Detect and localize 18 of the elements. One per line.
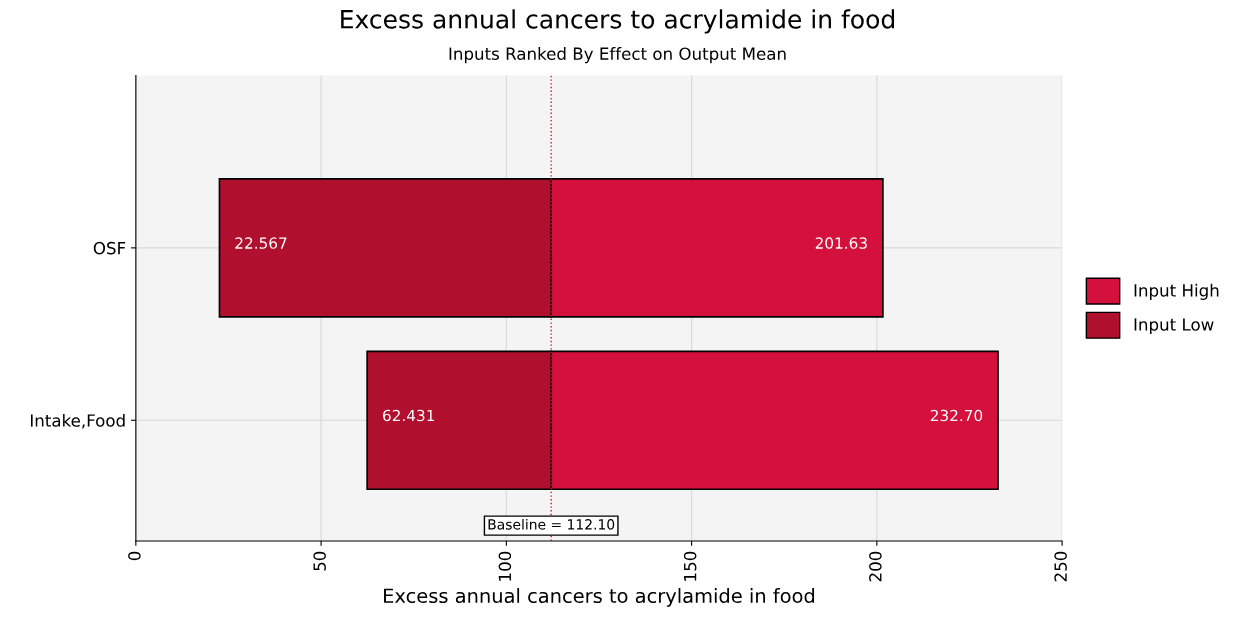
legend-label: Input Low — [1134, 318, 1214, 335]
legend-label: Input High — [1134, 283, 1219, 300]
chart-subtitle: Inputs Ranked By Effect on Output Mean — [449, 47, 786, 64]
data-label: 62.431 — [383, 409, 435, 422]
x-tick-label: 200 — [869, 551, 882, 582]
x-tick-label: 100 — [498, 551, 512, 581]
data-label: 232.70 — [930, 409, 983, 422]
y-tick-label: Intake,Food — [30, 413, 125, 429]
x-axis-title: Excess annual cancers to acrylamide in food — [384, 588, 815, 607]
data-label: 22.567 — [235, 237, 287, 249]
x-tick-label: 50 — [313, 551, 326, 571]
x-tick-label: 0 — [128, 551, 141, 561]
data-label: 201.63 — [815, 237, 867, 249]
y-tick-label: OSF — [93, 241, 126, 255]
chart-title: Excess annual cancers to acrylamide in food — [341, 9, 895, 34]
x-tick-label: 250 — [1054, 551, 1067, 582]
x-tick-label: 150 — [683, 551, 697, 581]
ref-line-label: Baseline = 112.10 — [488, 518, 615, 530]
